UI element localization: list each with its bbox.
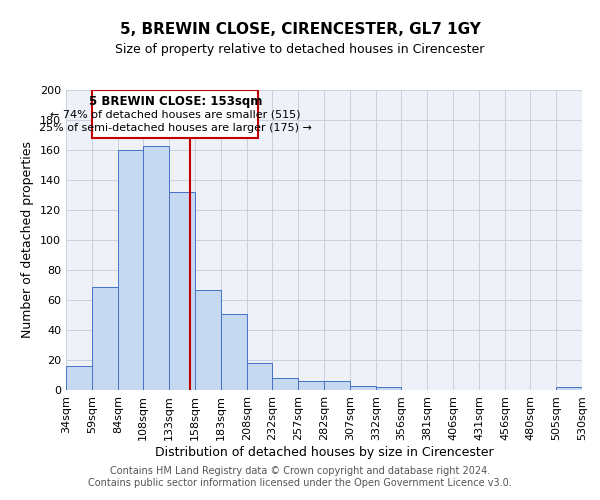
Bar: [350, 386, 376, 390]
FancyBboxPatch shape: [92, 90, 259, 138]
Y-axis label: Number of detached properties: Number of detached properties: [22, 142, 34, 338]
Text: 5 BREWIN CLOSE: 153sqm: 5 BREWIN CLOSE: 153sqm: [89, 94, 262, 108]
Text: ← 74% of detached houses are smaller (515): ← 74% of detached houses are smaller (51…: [50, 110, 301, 120]
Text: 5, BREWIN CLOSE, CIRENCESTER, GL7 1GY: 5, BREWIN CLOSE, CIRENCESTER, GL7 1GY: [119, 22, 481, 38]
Bar: [66, 366, 92, 390]
X-axis label: Distribution of detached houses by size in Cirencester: Distribution of detached houses by size …: [155, 446, 493, 458]
Text: 25% of semi-detached houses are larger (175) →: 25% of semi-detached houses are larger (…: [39, 123, 311, 133]
Bar: [298, 381, 324, 390]
Bar: [272, 378, 298, 390]
Text: Contains HM Land Registry data © Crown copyright and database right 2024.
Contai: Contains HM Land Registry data © Crown c…: [88, 466, 512, 487]
Bar: [376, 387, 401, 390]
Bar: [221, 314, 247, 390]
Bar: [556, 387, 582, 390]
Bar: [247, 363, 272, 390]
Bar: [143, 146, 169, 390]
Bar: [92, 286, 118, 390]
Bar: [169, 192, 195, 390]
Text: Size of property relative to detached houses in Cirencester: Size of property relative to detached ho…: [115, 42, 485, 56]
Bar: [324, 381, 350, 390]
Bar: [118, 150, 143, 390]
Bar: [195, 290, 221, 390]
